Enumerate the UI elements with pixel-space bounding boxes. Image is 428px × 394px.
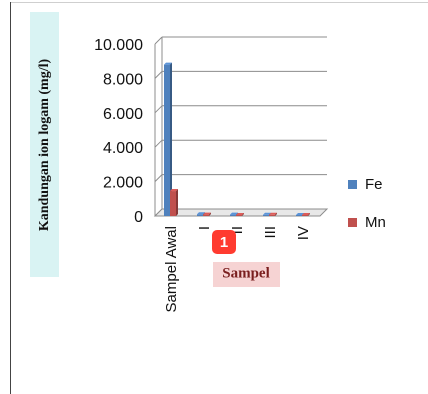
y-tick-label: 8.000	[103, 71, 143, 88]
x-tick-label: I	[196, 226, 213, 230]
bar-side	[170, 62, 172, 216]
legend-swatch	[348, 180, 357, 189]
x-axis-label: Sampel	[222, 265, 270, 282]
bar	[269, 214, 275, 216]
legend-item: Mn	[348, 214, 386, 231]
bar	[164, 64, 170, 216]
bar-side	[275, 212, 277, 216]
bar	[203, 214, 209, 216]
x-tick-label: III	[262, 226, 279, 239]
bar	[263, 214, 269, 216]
bar-top	[170, 189, 178, 192]
bar-top	[296, 212, 304, 215]
y-tick-label: 4.000	[103, 140, 143, 157]
y-tick-label: 2.000	[103, 175, 143, 192]
bar	[170, 191, 176, 216]
bar-top	[302, 212, 310, 215]
bar	[236, 214, 242, 216]
x-tick-label: IV	[295, 226, 312, 240]
bar	[230, 214, 236, 216]
bar-top	[164, 62, 172, 65]
y-axis-label-background	[30, 12, 59, 277]
bar-side	[242, 212, 244, 216]
bar	[197, 214, 203, 216]
bar-side	[176, 189, 178, 216]
bar-top	[197, 212, 205, 215]
bar-top	[236, 212, 244, 215]
y-tick-label: 0	[134, 209, 143, 226]
legend-item: Fe	[348, 176, 383, 193]
gridline-depth	[154, 139, 163, 148]
legend-swatch	[348, 218, 357, 227]
gridline-depth	[154, 105, 163, 114]
gridline-depth	[154, 174, 163, 182]
gridline-depth	[154, 71, 163, 79]
frame-top-border	[10, 2, 428, 3]
legend-label: Fe	[365, 176, 383, 193]
bar-top	[230, 212, 238, 215]
y-tick-label: 6.000	[103, 106, 143, 123]
bar	[296, 214, 302, 216]
legend-label: Mn	[365, 214, 386, 231]
bar-top	[263, 212, 271, 215]
annotation-badge[interactable]: 1	[212, 230, 236, 254]
x-axis-label-background	[213, 262, 280, 287]
frame-left-border	[10, 2, 11, 394]
bar-side	[308, 212, 310, 216]
bar-side	[209, 212, 211, 216]
bar-top	[203, 212, 211, 215]
bar-top	[269, 212, 277, 215]
gridline-depth	[154, 36, 163, 45]
x-tick-label: Sampel Awal	[163, 226, 180, 312]
x-tick-label: II	[229, 226, 246, 234]
y-tick-label: 10.000	[94, 37, 143, 54]
bar	[302, 214, 308, 216]
